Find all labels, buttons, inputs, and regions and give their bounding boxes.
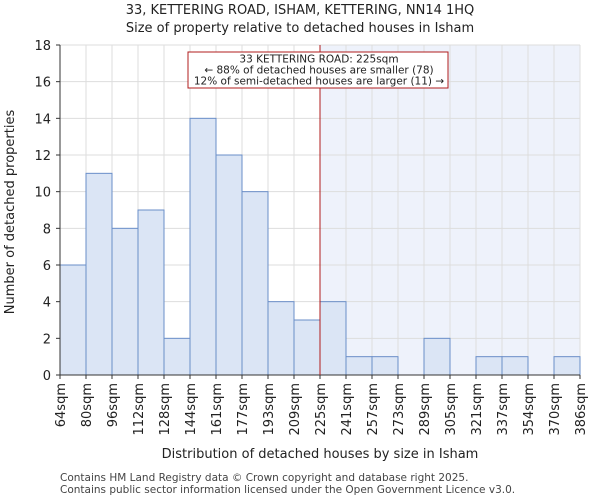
y-axis-label: Number of detached properties	[3, 110, 18, 315]
bar	[215, 154, 243, 376]
annotation-line: ← 88% of detached houses are smaller (78…	[204, 65, 433, 77]
x-tick-label: 225sqm	[314, 383, 329, 436]
x-tick-label: 193sqm	[262, 383, 277, 436]
y-tick-label: 0	[43, 369, 51, 384]
x-tick-label: 273sqm	[392, 383, 407, 436]
x-axis-label: Distribution of detached houses by size …	[162, 447, 479, 462]
bar	[241, 191, 269, 376]
bar	[137, 209, 165, 376]
x-tick-label: 209sqm	[288, 383, 303, 436]
x-tick-label: 64sqm	[54, 383, 69, 427]
x-tick-label: 112sqm	[132, 383, 147, 436]
x-tick-label: 161sqm	[210, 383, 225, 436]
bar	[163, 337, 191, 376]
bar	[189, 117, 217, 376]
x-tick-label: 354sqm	[522, 383, 537, 436]
bar	[475, 356, 503, 376]
y-tick-label: 2	[43, 332, 51, 347]
bar	[267, 301, 295, 376]
y-tick-label: 10	[34, 186, 51, 201]
annotation-box	[187, 51, 449, 89]
x-tick-label: 241sqm	[340, 383, 355, 436]
annotation-line: 12% of semi-detached houses are larger (…	[194, 76, 445, 88]
bar	[423, 337, 451, 376]
bar	[345, 356, 373, 376]
y-tick-label: 16	[34, 76, 51, 91]
bar	[111, 227, 139, 376]
bar	[293, 319, 321, 376]
x-tick-label: 96sqm	[106, 383, 121, 427]
bar	[553, 356, 581, 376]
x-tick-label: 80sqm	[80, 383, 95, 427]
y-tick-label: 4	[43, 296, 51, 311]
x-tick-label: 305sqm	[444, 383, 459, 436]
x-tick-label: 337sqm	[496, 383, 511, 436]
y-tick-label: 14	[34, 112, 51, 127]
bar	[501, 356, 529, 376]
x-tick-label: 257sqm	[366, 383, 381, 436]
y-tick-label: 12	[34, 149, 51, 164]
x-tick-label: 144sqm	[184, 383, 199, 436]
x-tick-label: 370sqm	[548, 383, 563, 436]
y-tick-label: 6	[43, 259, 51, 274]
footer-line2: Contains public sector information licen…	[60, 484, 515, 496]
bar	[319, 301, 347, 376]
y-tick-label: 18	[34, 39, 51, 54]
x-tick-label: 128sqm	[158, 383, 173, 436]
bar	[59, 264, 87, 376]
x-tick-label: 289sqm	[418, 383, 433, 436]
chart-title-line1: 33, KETTERING ROAD, ISHAM, KETTERING, NN…	[126, 3, 475, 18]
x-tick-label: 386sqm	[574, 383, 589, 436]
bar	[85, 172, 113, 376]
plot-area: 0 2 4 6 8 10 12 14 16 18 64sqm 80sqm 96sqm 112sqm 128s…	[34, 39, 589, 436]
x-tick-label: 177sqm	[236, 383, 251, 436]
bar	[371, 356, 399, 376]
annotation-line: 33 KETTERING ROAD: 225sqm	[239, 54, 398, 66]
y-tick-label: 8	[43, 222, 51, 237]
footer-line1: Contains HM Land Registry data © Crown c…	[60, 472, 468, 484]
x-tick-label: 321sqm	[470, 383, 485, 436]
chart-title-line2: Size of property relative to detached ho…	[126, 21, 474, 36]
